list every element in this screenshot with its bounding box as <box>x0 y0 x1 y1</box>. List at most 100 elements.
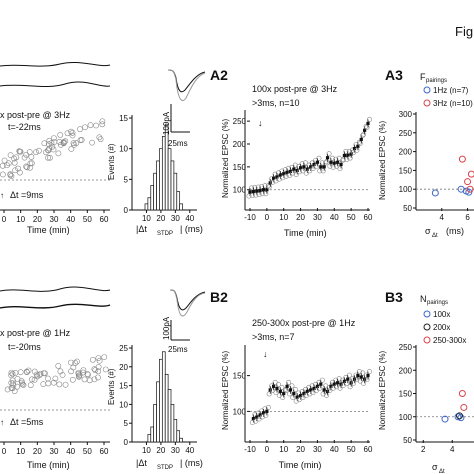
A2-raw-point <box>300 168 306 174</box>
b-left-scatter-point <box>91 376 98 383</box>
B2-raw-point <box>283 387 289 393</box>
B2-raw-point <box>286 379 292 385</box>
b-left-scatter-point <box>9 371 16 377</box>
b-hist-ylabel: Events (#) <box>107 368 116 405</box>
a-hist-bar <box>161 136 166 211</box>
A2-raw-point <box>307 168 313 174</box>
B2-xlabel: Time (min) <box>279 460 322 470</box>
A2-mean-point <box>352 146 357 151</box>
B2-mean-point <box>282 391 286 396</box>
A2-mean-point <box>282 172 286 176</box>
A2-mean-point <box>315 160 320 164</box>
B3-legend-100x: 100x <box>433 310 450 319</box>
a-left-scatter-point <box>68 128 74 135</box>
trace-line-a1 <box>0 61 111 67</box>
A2-raw-point <box>337 166 343 172</box>
b-left-ticks-tick-label: 20 <box>33 447 42 456</box>
B2-mean-point <box>312 386 316 391</box>
b-left-scatter-point <box>19 381 26 388</box>
b-inset-scale-amp: 100pA <box>162 316 171 340</box>
B3-point-2 <box>458 390 466 397</box>
A3-yt-tick-label: 50 <box>403 204 412 213</box>
A2-raw-point <box>290 170 296 176</box>
a-left-scatter-point <box>13 154 20 161</box>
b-left-scatter-point <box>24 369 30 376</box>
A3-legend-marker-1hz <box>423 86 431 94</box>
a-hist-x-ticks: 10 20 30 40 <box>142 210 195 223</box>
a-left-scatter-point <box>15 165 22 172</box>
B2-mean-point <box>309 388 313 392</box>
a-hist-bars <box>144 123 183 211</box>
B2-raw-point <box>351 380 357 386</box>
B3-yt-tick-label: 150 <box>399 390 413 399</box>
a-left-scatter-point <box>5 160 12 167</box>
A3-x-tick-label: 4 <box>440 213 445 222</box>
B3-yt-tick-label: 200 <box>399 366 413 375</box>
A2-mean-point <box>292 167 296 171</box>
A3-point-1 <box>467 170 474 178</box>
a-left-scatter-point <box>68 146 75 152</box>
B2-yt-tick-label: 100 <box>233 407 247 416</box>
B2-raw-point <box>354 377 360 383</box>
B2-raw-point <box>347 384 353 390</box>
B2-raw-point <box>290 394 296 400</box>
a-left-scatter-point <box>46 145 53 152</box>
A2-mean-point <box>339 162 343 167</box>
A3-legend-title: F <box>420 72 426 82</box>
A2-mean-point <box>346 153 350 158</box>
B2-raw-point <box>323 383 329 389</box>
b-left-ticks-tick-label: 10 <box>16 447 25 456</box>
B3-point-1 <box>456 412 463 420</box>
a-hist-yt-tick-label: 0 <box>124 206 129 215</box>
a-hist-xunit: | (ms) <box>180 224 203 234</box>
a-left-scatter-point <box>23 151 30 158</box>
A2-raw-point <box>293 172 299 178</box>
B2-raw-point <box>289 383 295 389</box>
B3-points <box>441 390 468 423</box>
a-left-scatter-point <box>0 171 6 178</box>
B3-legend-marker-200x <box>423 323 431 331</box>
A3-point-0 <box>431 189 439 197</box>
b-left-ticks-tick-label: 40 <box>66 447 75 456</box>
a-left-ticks-tick-label: 60 <box>100 215 109 224</box>
a-left-scatter-point <box>21 154 28 161</box>
B3-legend-title-sub: pairings <box>427 300 448 306</box>
b-left-scatter-point <box>92 367 99 374</box>
b-left-scatter-point <box>62 381 69 388</box>
B2-mean-point <box>322 388 326 392</box>
A2-raw-point <box>297 169 303 175</box>
a-hist-x-tick-label: 10 <box>142 214 151 223</box>
A2-raw-point <box>253 192 259 198</box>
B2-xt-tick-label: 20 <box>296 445 305 454</box>
A3-point-1 <box>458 155 466 163</box>
A3-xlabel-sub: Δt <box>432 233 438 239</box>
B3-legend-marker-250x <box>423 336 431 344</box>
A2-raw-point <box>329 155 335 161</box>
A2-ylabel: Normalized EPSC (%) <box>221 119 230 198</box>
a-hist-xlabel-sub: STDP <box>157 231 173 237</box>
A2-mean-point <box>349 152 353 156</box>
B2-xt-tick-label: 50 <box>347 445 356 454</box>
b-hist-bars <box>147 351 183 443</box>
A2-xt-tick-label: 60 <box>364 213 373 222</box>
A2-raw-point <box>303 170 309 176</box>
b-left-scatter-point <box>25 367 32 374</box>
a-left-scatter-point <box>57 131 64 138</box>
a-hist-yt-tick-label: 10 <box>119 145 128 154</box>
b-hist-bar <box>156 381 160 443</box>
A2-raw-point <box>276 176 282 182</box>
b-hist-yt-tick-label: 10 <box>119 400 128 409</box>
a-left-scatter-point <box>96 134 103 141</box>
b-hist-y-ticks: 0 5 10 15 20 25 <box>119 344 132 447</box>
b-left-scatter-point <box>89 356 96 363</box>
A2-mean-point <box>288 169 293 174</box>
b-hist-bar <box>161 351 166 443</box>
A3-yt-tick-label: 250 <box>399 129 413 138</box>
A2-yt-tick-label: 150 <box>233 163 247 172</box>
b-left-ticks-tick-label: 60 <box>100 447 109 456</box>
B2-raw-point <box>266 391 272 397</box>
a-hist-bar <box>170 160 175 211</box>
B2-raw-point <box>356 369 362 375</box>
b-hist-x-ticks: 10 20 30 40 <box>142 442 195 455</box>
A2-raw-point <box>270 179 276 185</box>
